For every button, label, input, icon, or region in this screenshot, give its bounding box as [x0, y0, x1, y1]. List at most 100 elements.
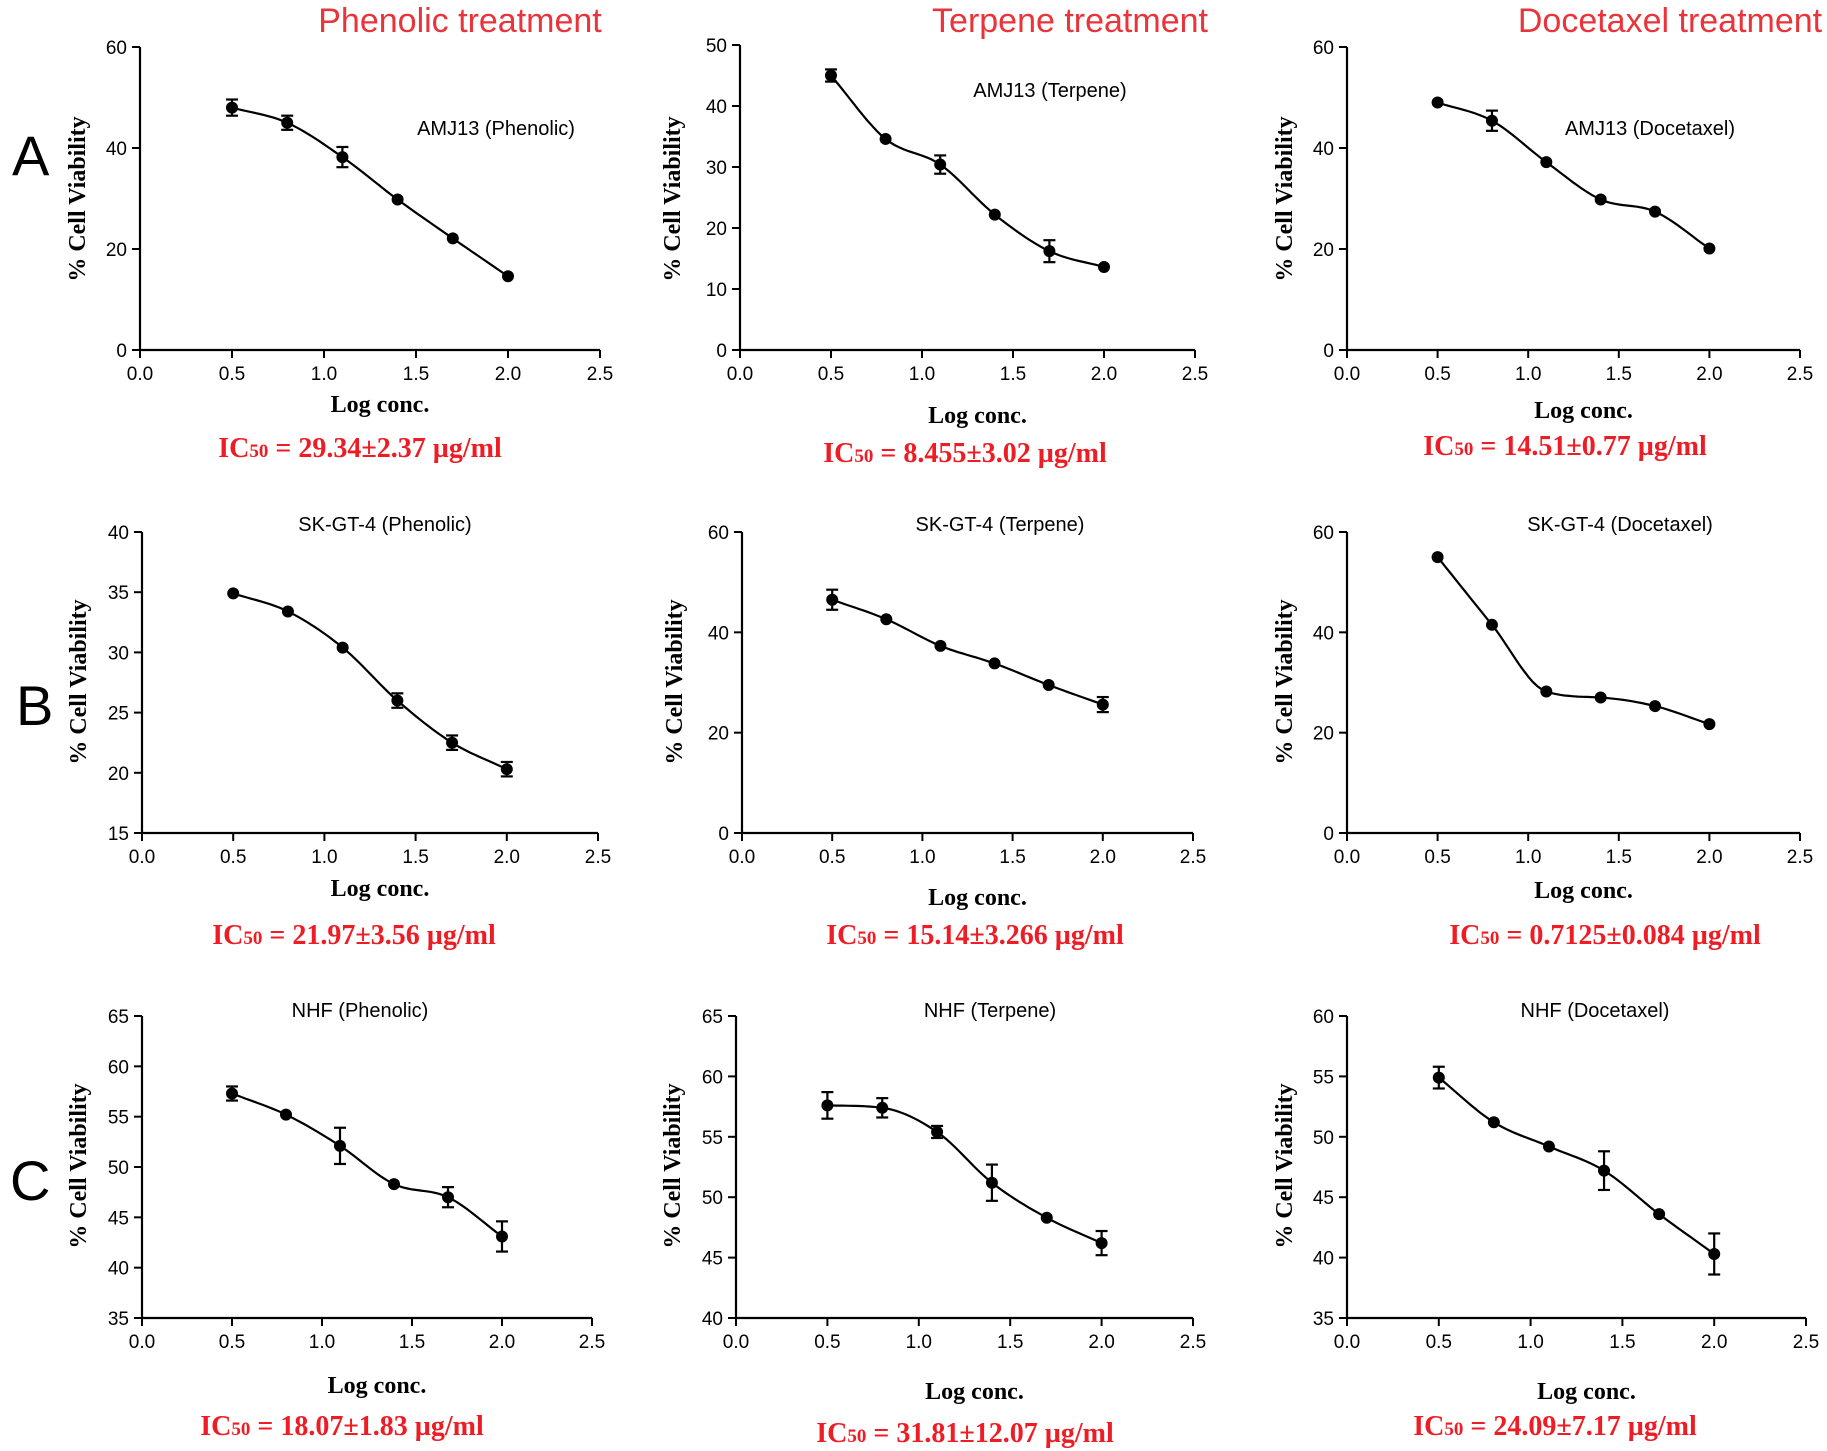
y-tick-label: 30 [108, 643, 129, 664]
y-tick-label: 65 [702, 1007, 723, 1028]
y-tick-label: 50 [1313, 1128, 1334, 1149]
y-tick-label: 65 [108, 1007, 129, 1028]
fit-curve [231, 106, 509, 278]
x-tick-label: 0.0 [727, 364, 753, 385]
data-point [826, 593, 839, 606]
x-tick-label: 2.0 [489, 1332, 515, 1353]
data-point [1432, 1071, 1445, 1084]
y-tick-label: 40 [702, 1309, 723, 1330]
fit-curve [1438, 1076, 1715, 1255]
fit-curve [830, 74, 1105, 269]
x-tick-label: 1.0 [1515, 364, 1541, 385]
panel-title: NHF (Terpene) [924, 1000, 1056, 1022]
ic50-label: IC50 = 29.34±2.37 µg/ml [218, 433, 502, 464]
data-point [336, 641, 349, 654]
fit-curve [232, 592, 508, 771]
y-tick-label: 20 [108, 764, 129, 785]
panel-title: AMJ13 (Phenolic) [417, 118, 575, 140]
column-title-docetaxel: Docetaxel treatment [1518, 2, 1823, 40]
y-axis-title: % Cell Viability [1272, 116, 1298, 281]
data-point [1098, 261, 1110, 274]
y-tick-label: 55 [1313, 1067, 1334, 1088]
x-tick-label: 1.5 [402, 847, 428, 868]
x-tick-label: 1.0 [909, 847, 935, 868]
data-point [496, 1230, 508, 1243]
x-tick-label: 1.5 [1000, 364, 1026, 385]
fit-curve [831, 598, 1104, 706]
y-tick-label: 40 [1313, 139, 1334, 160]
x-tick-label: 1.0 [1515, 847, 1541, 868]
x-tick-label: 1.5 [997, 1332, 1023, 1353]
fit-curve [231, 1092, 503, 1238]
y-tick-label: 20 [1313, 240, 1334, 261]
x-tick-label: 0.0 [723, 1332, 749, 1353]
y-tick-label: 40 [706, 97, 727, 118]
panel-5: 0.0 0.5 1.0 1.5 2.0 2.5 0 20 40 60 Log conc. % Cell… [662, 514, 1206, 951]
ic50-label: IC50 = 31.81±12.07 µg/ml [816, 1418, 1114, 1449]
panel-title: SK-GT-4 (Phenolic) [298, 514, 471, 536]
data-point [446, 736, 459, 749]
panel-title: AMJ13 (Docetaxel) [1565, 118, 1735, 140]
panel-title: NHF (Docetaxel) [1521, 1000, 1670, 1022]
row-label-a: A [12, 124, 50, 187]
data-point [446, 232, 459, 245]
x-tick-label: 1.5 [1606, 847, 1632, 868]
x-tick-label: 0.5 [819, 847, 845, 868]
data-point [876, 1101, 889, 1114]
x-tick-label: 2.0 [494, 847, 520, 868]
y-tick-label: 55 [702, 1128, 723, 1149]
x-tick-label: 0.5 [1426, 1332, 1452, 1353]
panel-title: SK-GT-4 (Docetaxel) [1527, 514, 1713, 536]
y-axis-title: % Cell Viability [66, 599, 92, 764]
data-point [442, 1191, 454, 1204]
panels-group: 0.0 0.5 1.0 1.5 2.0 2.5 0 20 40 60 Log conc. % Cell… [65, 36, 1819, 1449]
data-point [388, 1178, 400, 1191]
x-tick-label: 1.0 [1517, 1332, 1543, 1353]
data-point [931, 1125, 944, 1138]
data-point [391, 694, 404, 707]
data-point [1096, 698, 1109, 711]
data-point [1043, 245, 1056, 258]
panel-1: 0.0 0.5 1.0 1.5 2.0 2.5 0 20 40 60 Log conc. % Cell… [65, 38, 613, 464]
x-tick-label: 2.0 [1696, 847, 1722, 868]
y-tick-label: 60 [1313, 1007, 1334, 1028]
panel-4: 0.0 0.5 1.0 1.5 2.0 2.5 15 20 25 30 35 40 Log conc.%… [66, 514, 611, 951]
y-axis-title: % Cell Viability [65, 116, 91, 281]
ic50-label: IC50 = 15.14±3.266 µg/ml [826, 920, 1124, 951]
y-axis-title: % Cell Viability [660, 1083, 686, 1248]
row-label-c: C [10, 1149, 50, 1212]
x-tick-label: 0.0 [729, 847, 755, 868]
data-point [226, 1087, 238, 1100]
data-point [1540, 685, 1553, 698]
y-tick-label: 45 [702, 1249, 723, 1270]
data-point [985, 1176, 998, 1189]
data-point [502, 270, 514, 283]
data-point [1653, 1208, 1666, 1221]
y-tick-label: 0 [116, 341, 127, 362]
x-tick-label: 2.5 [1787, 364, 1813, 385]
panel-7: 0.0 0.5 1.0 1.5 2.0 2.5 35 40 45 50 55 60 65 Log conc… [66, 1000, 605, 1442]
x-tick-label: 0.0 [1334, 364, 1360, 385]
y-tick-label: 50 [706, 36, 727, 57]
x-tick-label: 2.5 [1180, 847, 1206, 868]
x-tick-label: 0.5 [1424, 847, 1450, 868]
x-tick-label: 0.5 [1424, 364, 1450, 385]
panel-title: SK-GT-4 (Terpene) [916, 514, 1085, 536]
data-point [336, 151, 349, 164]
y-tick-label: 35 [1313, 1309, 1334, 1330]
y-tick-label: 60 [108, 1057, 129, 1078]
y-axis-title: % Cell Viability [660, 116, 686, 281]
panel-title: NHF (Phenolic) [292, 1000, 429, 1022]
data-point [1649, 700, 1662, 713]
x-tick-label: 1.5 [999, 847, 1025, 868]
y-tick-label: 60 [702, 1067, 723, 1088]
x-tick-label: 1.0 [311, 847, 337, 868]
x-axis-title: Log conc. [331, 392, 430, 418]
data-point [934, 158, 947, 171]
x-axis-title: Log conc. [1534, 878, 1633, 904]
data-point [1703, 242, 1716, 255]
fit-curve [1436, 556, 1710, 726]
y-axis-title: % Cell Viability [1272, 599, 1298, 764]
x-tick-label: 2.5 [1182, 364, 1208, 385]
x-axis-title: Log conc. [328, 1373, 427, 1399]
